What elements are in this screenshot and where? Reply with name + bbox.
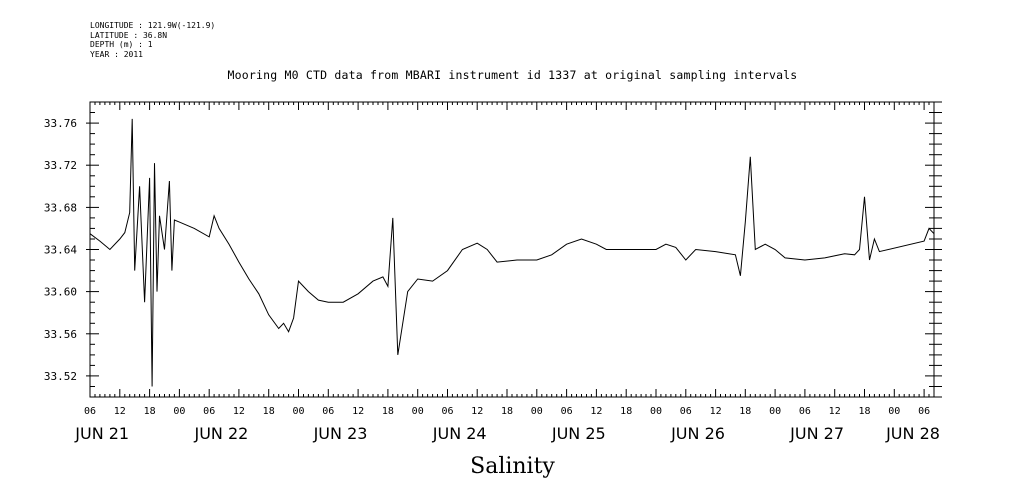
- salinity-line: [89, 118, 935, 387]
- day-label: JUN 28: [885, 424, 940, 443]
- x-tick-label: 18: [144, 406, 156, 417]
- x-tick-label: 06: [203, 406, 215, 417]
- x-tick-label: 06: [84, 406, 96, 417]
- y-tick-label: 33.56: [44, 328, 77, 341]
- x-tick-label: 18: [263, 406, 275, 417]
- x-tick-label: 06: [441, 406, 453, 417]
- plot-frame: [89, 101, 935, 398]
- x-tick-label: 06: [918, 406, 930, 417]
- x-axis-label: Salinity: [470, 454, 555, 479]
- latitude-text: LATITUDE : 36.8N: [90, 30, 168, 40]
- x-tick-label: 12: [114, 406, 126, 417]
- x-tick-label: 06: [680, 406, 692, 417]
- x-tick-label: 00: [412, 406, 424, 417]
- x-tick-label: 00: [292, 406, 304, 417]
- x-tick-label: 06: [561, 406, 573, 417]
- x-tick-label: 00: [531, 406, 543, 417]
- day-label: JUN 24: [432, 424, 487, 443]
- x-tick-label: 18: [501, 406, 513, 417]
- x-tick-label: 00: [650, 406, 662, 417]
- x-tick-label: 18: [858, 406, 870, 417]
- x-tick-label: 12: [590, 406, 602, 417]
- x-tick-label: 00: [888, 406, 900, 417]
- day-label: JUN 27: [789, 424, 844, 443]
- depth-text: DEPTH (m) : 1: [90, 40, 153, 49]
- x-tick-label: 12: [352, 406, 364, 417]
- x-tick-label: 18: [620, 406, 632, 417]
- year-text: YEAR : 2011: [90, 49, 143, 59]
- x-tick-label: 06: [322, 406, 334, 417]
- chart-title: Mooring M0 CTD data from MBARI instrumen…: [227, 68, 798, 82]
- x-tick-label: 12: [829, 406, 841, 417]
- x-tick-label: 06: [799, 406, 811, 417]
- station-metadata: LONGITUDE : 121.9W(-121.9) LATITUDE : 36…: [90, 21, 215, 59]
- y-tick-label: 33.76: [44, 117, 77, 130]
- x-tick-label: 12: [710, 406, 722, 417]
- day-label: JUN 22: [193, 424, 248, 443]
- day-label: JUN 21: [74, 424, 129, 443]
- x-tick-label: 18: [382, 406, 394, 417]
- x-tick-label: 12: [233, 406, 245, 417]
- x-tick-label: 00: [769, 406, 781, 417]
- y-tick-label: 33.64: [44, 244, 77, 257]
- day-label: JUN 26: [670, 424, 725, 443]
- y-tick-label: 33.60: [44, 286, 77, 299]
- y-tick-label: 33.68: [44, 201, 77, 214]
- y-tick-label: 33.52: [44, 370, 77, 383]
- x-tick-label: 18: [739, 406, 751, 417]
- day-label: JUN 23: [313, 424, 368, 443]
- x-tick-label: 12: [471, 406, 483, 417]
- day-label: JUN 25: [551, 424, 606, 443]
- longitude-text: LONGITUDE : 121.9W(-121.9): [90, 21, 216, 30]
- x-tick-label: 00: [173, 406, 185, 417]
- y-tick-label: 33.72: [44, 159, 77, 172]
